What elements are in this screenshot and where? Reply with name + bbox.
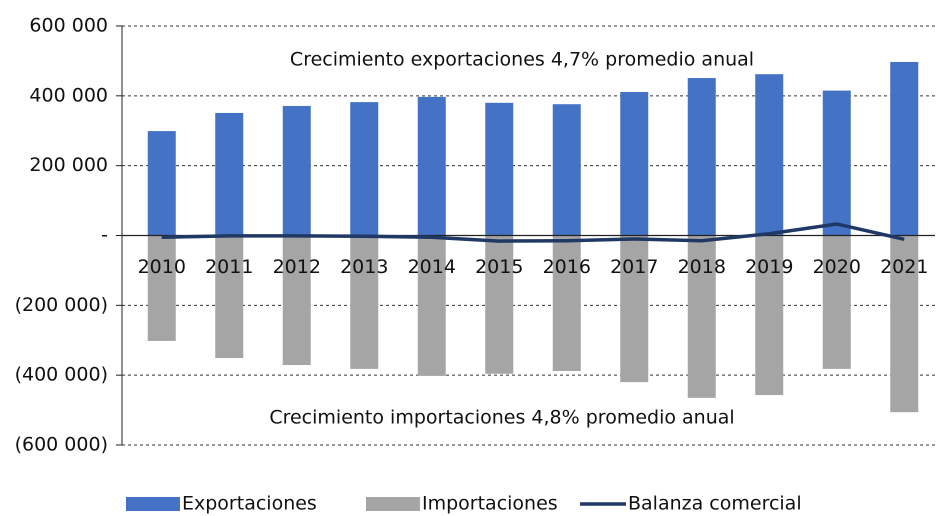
bar xyxy=(890,61,919,236)
bar xyxy=(822,90,851,236)
x-tick-label: 2012 xyxy=(273,256,321,278)
bar xyxy=(147,131,176,236)
x-tick-label: 2020 xyxy=(813,256,861,278)
x-tick-label: 2010 xyxy=(138,256,186,278)
x-tick-label: 2014 xyxy=(408,256,456,278)
y-tick-label: (200 000) xyxy=(15,294,108,316)
y-tick-label: (400 000) xyxy=(15,364,108,386)
bar xyxy=(282,105,311,236)
x-tick-label: 2021 xyxy=(880,256,928,278)
x-tick-label: 2011 xyxy=(205,256,253,278)
legend-label: Exportaciones xyxy=(182,493,317,515)
bar xyxy=(552,235,581,371)
y-tick-label: 400 000 xyxy=(29,84,108,106)
bar xyxy=(215,112,244,236)
line xyxy=(161,222,905,243)
bar xyxy=(350,235,379,369)
bar xyxy=(890,235,919,413)
bar xyxy=(417,96,446,236)
legend-swatch xyxy=(126,497,180,511)
bar xyxy=(485,102,514,236)
x-tick-label: 2017 xyxy=(610,256,658,278)
bar xyxy=(687,235,716,398)
bar xyxy=(147,235,176,341)
bar xyxy=(552,104,581,236)
x-tick-label: 2019 xyxy=(745,256,793,278)
legend-label: Balanza comercial xyxy=(628,493,802,515)
y-tick-label: (600 000) xyxy=(15,434,108,456)
bar xyxy=(350,102,379,236)
y-tick-label: 200 000 xyxy=(29,154,108,176)
y-tick-label: 600 000 xyxy=(29,15,108,37)
x-tick-label: 2016 xyxy=(543,256,591,278)
annotation: Crecimiento exportaciones 4,7% promedio … xyxy=(290,49,754,71)
x-tick-label: 2018 xyxy=(678,256,726,278)
x-tick-label: 2015 xyxy=(475,256,523,278)
bar xyxy=(417,235,446,376)
bar xyxy=(687,78,716,236)
bar xyxy=(215,235,244,359)
legend-swatch xyxy=(366,497,420,511)
bar xyxy=(755,235,784,396)
bar xyxy=(755,74,784,236)
bar xyxy=(282,235,311,366)
bar xyxy=(822,235,851,369)
annotation: Crecimiento importaciones 4,8% promedio … xyxy=(269,407,734,429)
legend-label: Importaciones xyxy=(422,493,558,515)
y-tick-label: - xyxy=(101,224,108,246)
bar xyxy=(620,91,649,236)
x-tick-label: 2013 xyxy=(340,256,388,278)
bar xyxy=(485,235,514,374)
bar xyxy=(620,235,649,383)
